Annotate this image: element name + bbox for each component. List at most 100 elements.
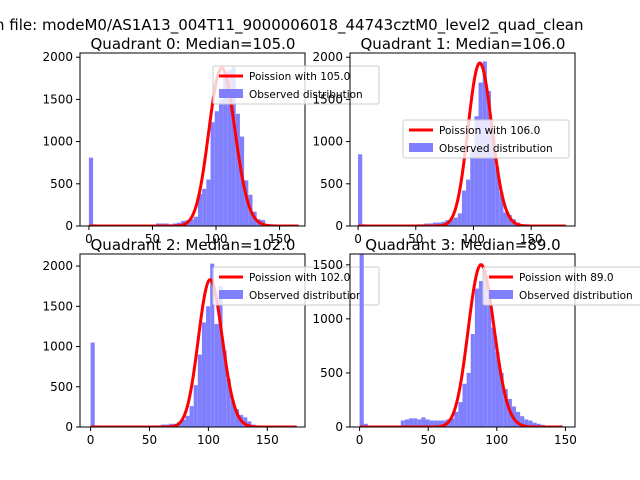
histogram-bar	[478, 281, 484, 427]
subplot-quadrant-2: Quadrant 2: Median=102.0 0 50 100 150050010…	[42, 236, 380, 447]
histogram-bar	[408, 418, 414, 427]
histogram-bar	[520, 416, 525, 427]
legend-label: Poission with 89.0	[519, 272, 614, 284]
histogram-bar	[461, 190, 467, 226]
histogram-bar	[88, 157, 94, 226]
histogram-bar	[491, 327, 496, 427]
y-tick-label: 0	[65, 219, 73, 233]
x-tick-label: 100	[462, 232, 485, 246]
x-tick-label: 50	[408, 232, 423, 246]
histogram-bar	[197, 193, 203, 226]
histogram-bar	[247, 421, 252, 427]
subplot-quadrant-1: Quadrant 1: Median=106.0 0 50 100 1500 500 10…	[312, 35, 576, 246]
histogram-bar	[206, 306, 211, 427]
histogram-bar	[454, 411, 459, 427]
x-tick-label: 0	[87, 433, 95, 447]
histogram-bar	[466, 179, 471, 226]
histogram-bar	[193, 385, 198, 427]
histogram-bar	[499, 192, 504, 226]
legend-label: Observed distribution	[519, 290, 633, 302]
histogram-bar	[404, 419, 409, 427]
axes-frame	[349, 253, 576, 428]
legend-patch-swatch	[219, 89, 243, 98]
histogram-bar	[466, 372, 471, 427]
legend: Poission with 102.0 Observed distribution	[212, 266, 380, 306]
histogram-bar	[358, 154, 363, 226]
histogram-bar	[210, 263, 215, 427]
histogram-bar	[470, 334, 475, 427]
histogram-bar	[413, 418, 418, 427]
chart-title: Quadrant 1: Median=106.0	[361, 35, 566, 53]
histogram-bar	[226, 378, 231, 427]
subplot-quadrant-0: Quadrant 0: Median=105.0 0 50 100 150050010…	[42, 35, 380, 246]
histogram-bar	[516, 411, 521, 427]
histogram-bar	[227, 69, 232, 226]
histogram-bar	[449, 219, 454, 226]
y-tick-label: 1000	[42, 340, 73, 354]
legend-box	[212, 65, 380, 105]
histogram-bar	[206, 179, 211, 226]
y-tick-label: 500	[50, 380, 73, 394]
histogram-bar	[218, 99, 224, 226]
histogram-bar	[223, 72, 228, 226]
x-tick-label: 0	[356, 433, 364, 447]
y-tick-label: 500	[320, 366, 343, 380]
histogram-bar	[201, 322, 207, 427]
axes-frame	[349, 52, 576, 227]
x-tick-label: 50	[421, 433, 436, 447]
y-tick-label: 1000	[312, 135, 343, 149]
histogram-bar	[483, 270, 488, 427]
histogram-bar	[462, 383, 467, 427]
y-tick-label: 2000	[42, 259, 73, 273]
histogram-bar	[210, 122, 215, 226]
histogram-bar	[421, 417, 426, 427]
legend-label: Poission with 102.0	[249, 272, 350, 284]
histogram-bar	[185, 415, 190, 427]
x-tick-label: 150	[256, 433, 279, 447]
histogram-bar	[214, 111, 219, 226]
chart-title: Quadrant 3: Median=89.0	[365, 236, 560, 254]
legend-box	[212, 266, 380, 306]
y-tick-label: 0	[335, 420, 343, 434]
histogram-bar	[536, 423, 541, 427]
y-tick-label: 500	[320, 177, 343, 191]
histogram-bar	[243, 417, 248, 427]
x-tick-label: 150	[520, 232, 543, 246]
histogram-bar	[189, 406, 194, 427]
legend-box	[402, 119, 570, 159]
y-tick-label: 1500	[42, 299, 73, 313]
plot-area	[359, 254, 566, 427]
histogram-bar	[450, 418, 455, 427]
histogram-bar	[90, 342, 95, 427]
histogram-bar	[417, 419, 422, 427]
x-tick-label: 100	[485, 433, 508, 447]
x-tick-label: 0	[354, 232, 362, 246]
histogram-bar	[495, 352, 500, 427]
histogram-bar	[231, 67, 236, 226]
histogram-bar	[359, 254, 364, 427]
y-tick-label: 1500	[42, 92, 73, 106]
poisson-curve	[88, 66, 299, 226]
y-tick-label: 1500	[312, 92, 343, 106]
y-tick-label: 0	[65, 420, 73, 434]
x-tick-label: 0	[85, 232, 93, 246]
y-tick-label: 1000	[42, 135, 73, 149]
legend: Poission with 105.0 Observed distribution	[212, 65, 380, 105]
y-tick-label: 1000	[312, 312, 343, 326]
histogram-bar	[433, 420, 438, 427]
histogram-bar	[244, 180, 249, 226]
histogram-bar	[189, 219, 194, 226]
legend-label: Observed distribution	[439, 143, 553, 155]
histogram-bar	[474, 288, 479, 427]
histogram-bar	[437, 420, 442, 427]
histogram-bar	[197, 354, 202, 427]
histogram-bar	[429, 420, 434, 427]
histogram-bar	[503, 212, 508, 226]
legend-label: Observed distribution	[249, 89, 363, 101]
chart-title: Quadrant 0: Median=105.0	[91, 35, 296, 53]
legend-label: Poission with 105.0	[249, 71, 350, 83]
y-tick-label: 2000	[42, 50, 73, 64]
histogram-bar	[503, 389, 508, 427]
x-tick-label: 50	[142, 433, 157, 447]
histogram-bar	[495, 166, 500, 226]
